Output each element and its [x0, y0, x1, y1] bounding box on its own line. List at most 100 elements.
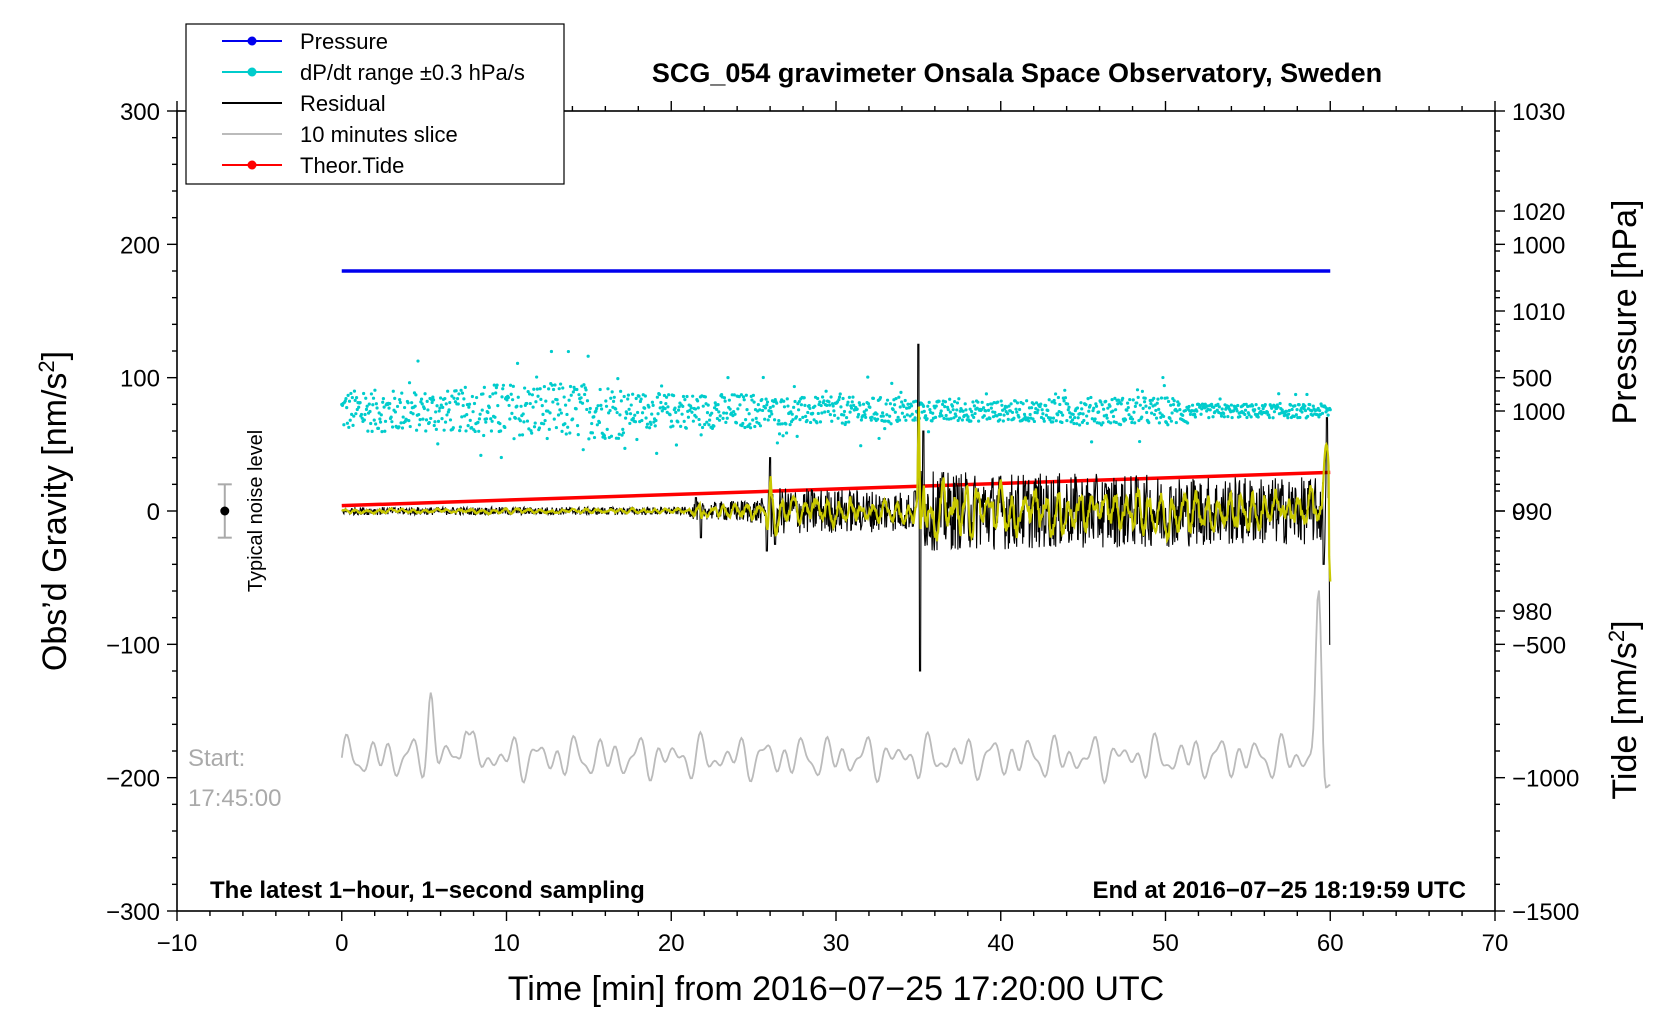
dpdt-point [1130, 417, 1135, 421]
dpdt-point [862, 410, 866, 414]
dpdt-point [825, 403, 829, 407]
dpdt-point [426, 408, 430, 412]
dpdt-point [635, 410, 640, 415]
dpdt-point [528, 401, 532, 406]
dpdt-point [751, 393, 755, 398]
dpdt-point [1222, 411, 1226, 416]
dpdt-point [378, 417, 382, 421]
dpdt-point [815, 421, 819, 425]
dpdt-point [527, 427, 531, 431]
dpdt-point [720, 392, 724, 397]
dpdt-point [981, 406, 986, 410]
dpdt-point [1104, 399, 1108, 403]
dpdt-point [664, 402, 668, 406]
dpdt-point [1238, 414, 1242, 419]
dpdt-point [766, 418, 770, 422]
legend-label: Residual [300, 91, 386, 116]
dpdt-point [1300, 410, 1304, 414]
dpdt-point [628, 412, 633, 416]
dpdt-point [493, 415, 497, 419]
dpdt-point [931, 411, 935, 415]
dpdt-point [574, 407, 578, 411]
dpdt-point [364, 407, 369, 411]
dpdt-point [1165, 396, 1169, 400]
dpdt-point [955, 401, 960, 405]
dpdt-point [1294, 413, 1298, 417]
pressure-tick-label: 1010 [1512, 299, 1565, 326]
start-label: Start: [188, 745, 245, 772]
dpdt-point [676, 420, 680, 424]
dpdt-point [1038, 404, 1042, 409]
dpdt-point [435, 404, 439, 408]
dpdt-point [433, 420, 437, 424]
dpdt-point [590, 421, 594, 426]
dpdt-point [1110, 397, 1114, 402]
dpdt-point [1317, 415, 1321, 419]
dpdt-point [877, 436, 881, 441]
dpdt-point [520, 433, 525, 437]
dpdt-point [902, 404, 906, 409]
dpdt-point [1063, 388, 1067, 392]
dpdt-point [543, 418, 547, 423]
dpdt-point [489, 429, 494, 433]
dpdt-point [813, 404, 817, 408]
x-tick-label: 70 [1482, 930, 1509, 957]
dpdt-point [565, 412, 569, 417]
dpdt-point [1271, 416, 1275, 420]
dpdt-point [837, 398, 841, 402]
dpdt-point [1155, 401, 1159, 405]
dpdt-point [1099, 400, 1103, 404]
dpdt-point [904, 418, 908, 422]
dpdt-point [1145, 410, 1149, 415]
y-axis-label-close: ] [36, 351, 74, 360]
dpdt-point [1216, 402, 1220, 407]
dpdt-point [1169, 403, 1173, 407]
x-tick-label: 60 [1317, 930, 1344, 957]
dpdt-point [715, 407, 719, 412]
dpdt-point [1308, 402, 1312, 407]
dpdt-point [1261, 407, 1265, 411]
noise-level-label: Typical noise level [245, 430, 267, 592]
dpdt-point [1147, 406, 1152, 410]
dpdt-point [359, 412, 364, 417]
dpdt-point [1168, 416, 1172, 421]
dpdt-point [679, 424, 683, 428]
dpdt-point [1236, 403, 1240, 408]
dpdt-point [623, 446, 627, 450]
dpdt-point [608, 408, 612, 413]
dpdt-point [494, 391, 498, 395]
dpdt-point [844, 415, 849, 420]
dpdt-point [1306, 414, 1310, 418]
dpdt-point [1126, 401, 1130, 405]
dpdt-point [434, 410, 438, 414]
dpdt-point [660, 409, 664, 413]
dpdt-point [943, 400, 948, 404]
dpdt-point [411, 412, 415, 416]
dpdt-point [581, 448, 585, 452]
dpdt-point [547, 387, 551, 391]
dpdt-point [1226, 414, 1230, 419]
dpdt-point [1243, 408, 1248, 412]
dpdt-point [957, 416, 962, 420]
dpdt-point [768, 405, 772, 410]
dpdt-point [732, 410, 736, 414]
dpdt-point [914, 399, 918, 403]
dpdt-point [1280, 408, 1284, 412]
tide-series-line [341, 470, 1331, 508]
dpdt-point [753, 424, 757, 429]
dpdt-point [1042, 419, 1046, 423]
dpdt-point [586, 354, 590, 358]
dpdt-point [619, 399, 623, 403]
dpdt-point [1040, 408, 1044, 412]
dpdt-point [1220, 407, 1224, 411]
dpdt-point [542, 384, 546, 389]
dpdt-point [637, 394, 641, 398]
dpdt-point [1159, 415, 1163, 420]
dpdt-point [1114, 408, 1118, 412]
dpdt-point [535, 387, 539, 391]
dpdt-point [1256, 415, 1260, 419]
dpdt-point [885, 413, 889, 417]
dpdt-point [832, 409, 836, 413]
dpdt-series [340, 349, 1332, 460]
